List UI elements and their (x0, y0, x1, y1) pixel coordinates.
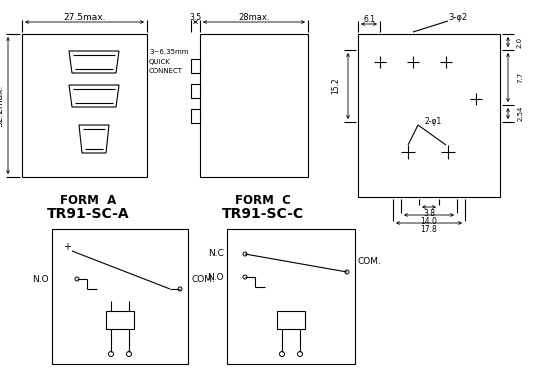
Text: 15.2: 15.2 (332, 77, 340, 94)
Bar (200, 34, 308, 177)
Text: 32.2max.: 32.2max. (0, 84, 4, 127)
Text: 7.7: 7.7 (517, 72, 523, 83)
Text: 3.8: 3.8 (423, 208, 435, 217)
Bar (191, 84, 200, 98)
Text: N.O: N.O (207, 272, 224, 282)
Text: TR91-SC-A: TR91-SC-A (47, 207, 129, 221)
Text: N.C: N.C (208, 249, 224, 259)
Text: 3.5: 3.5 (189, 13, 201, 21)
Bar (191, 109, 200, 123)
Bar (106, 311, 134, 329)
Text: 3~6.35mm: 3~6.35mm (149, 49, 189, 55)
Text: 2.54: 2.54 (518, 106, 524, 121)
Text: 2-φ1: 2-φ1 (425, 117, 442, 127)
Text: 14.0: 14.0 (421, 217, 437, 225)
Text: 3-φ2: 3-φ2 (448, 14, 467, 23)
Text: FORM  C: FORM C (235, 194, 291, 207)
Text: 27.5max.: 27.5max. (63, 13, 106, 21)
Bar (277, 311, 305, 329)
Bar (358, 34, 500, 197)
Text: COM.: COM. (191, 275, 215, 283)
Text: 17.8: 17.8 (421, 224, 437, 234)
Text: N.O: N.O (32, 275, 49, 283)
Text: +: + (63, 242, 71, 252)
Text: 28max.: 28max. (238, 13, 270, 21)
Bar (52, 229, 188, 364)
Text: TR91-SC-C: TR91-SC-C (222, 207, 304, 221)
Text: 2.0: 2.0 (517, 37, 523, 48)
Text: CONNECT: CONNECT (149, 68, 183, 74)
Bar (22, 34, 147, 177)
Text: COM.: COM. (358, 258, 382, 266)
Bar (227, 229, 355, 364)
Text: FORM  A: FORM A (60, 194, 116, 207)
Text: QUICK: QUICK (149, 59, 170, 65)
Bar (191, 59, 200, 73)
Text: 6.1: 6.1 (363, 14, 375, 24)
